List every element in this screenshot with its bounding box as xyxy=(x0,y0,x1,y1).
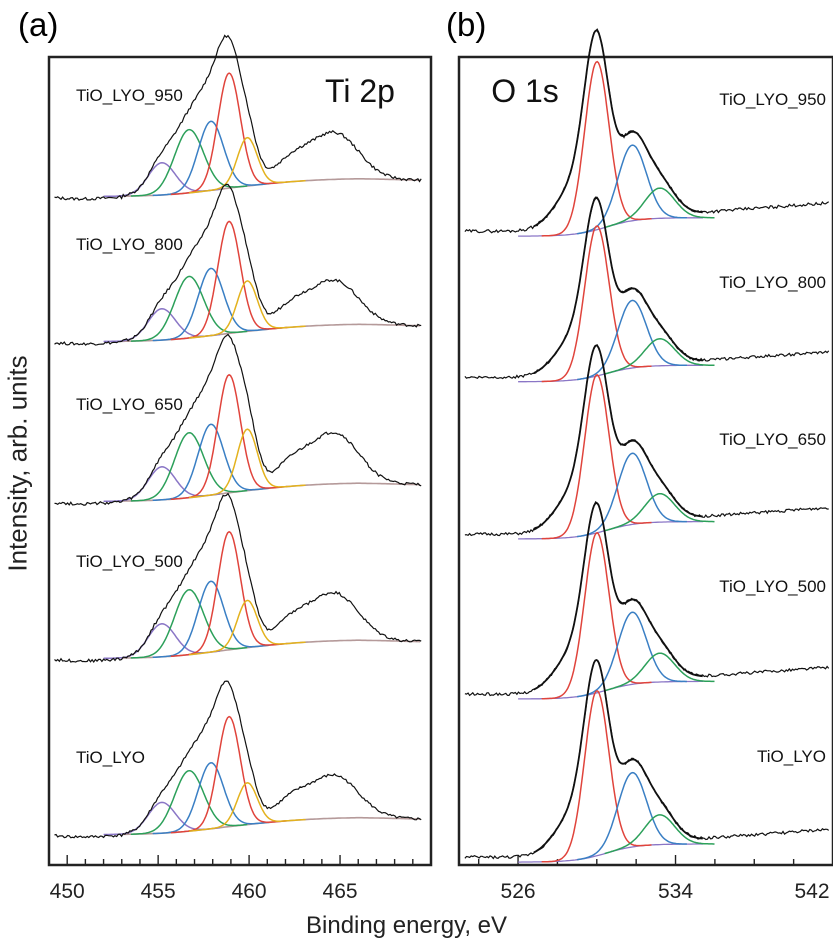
panel-a-measured-spectrum xyxy=(54,34,422,201)
panel-b-background-line xyxy=(518,520,704,540)
panel-a-peak-red xyxy=(170,530,288,658)
panel-b-region-label: O 1s xyxy=(491,73,559,109)
panel-b: O 1s 526 534 542 TiO_LYO_950 TiO_LYO_800 TiO… xyxy=(457,28,833,903)
panel-b-letter: (b) xyxy=(446,6,487,43)
panel-a-peak-red xyxy=(170,220,288,341)
panel-a-peak-green xyxy=(130,128,248,197)
panel-b-spectrum-group: TiO_LYO_950 xyxy=(464,28,830,237)
panel-a-tick-label: 450 xyxy=(50,880,85,903)
panel-a-series-label: TiO_LYO_650 xyxy=(76,395,183,414)
panel-a-series-label: TiO_LYO_500 xyxy=(76,552,183,571)
panel-a-peak-yellow xyxy=(189,280,306,339)
panel-a-peak-red xyxy=(170,715,288,834)
panel-b-measured-spectrum xyxy=(464,196,830,380)
panel-a-frame xyxy=(47,55,433,867)
panel-a-spectrum-group: TiO_LYO xyxy=(54,680,422,839)
panel-b-background-line xyxy=(518,217,704,237)
panel-b-peak-blue xyxy=(577,299,687,381)
panel-b-series-label: TiO_LYO_500 xyxy=(719,577,826,596)
panel-a-spectrum-group: TiO_LYO_650 xyxy=(54,333,422,506)
panel-b-spectrum-group: TiO_LYO_800 xyxy=(464,196,830,383)
panel-a-spectrum-group: TiO_LYO_800 xyxy=(54,183,422,346)
y-axis-label: Intensity, arb. units xyxy=(2,355,33,572)
panel-b-background-line xyxy=(518,680,704,700)
panel-b-spectrum-group: TiO_LYO_500 xyxy=(464,501,830,700)
panel-b-tick-label: 534 xyxy=(658,880,693,903)
panel-b-peak-green xyxy=(604,492,715,532)
panel-b-peak-blue xyxy=(577,611,687,698)
panel-b-spectrum-group: TiO_LYO_650 xyxy=(464,344,829,540)
panel-a-tick-label: 465 xyxy=(323,880,358,903)
panel-a-peak-green xyxy=(130,432,248,502)
panel-a-measured-spectrum xyxy=(54,680,422,839)
panel-b-tick-label: 526 xyxy=(501,880,536,903)
panel-b-peak-blue xyxy=(576,771,687,861)
panel-a-peak-yellow xyxy=(188,599,306,656)
panel-a-peak-green xyxy=(130,769,248,835)
panel-a-peak-yellow xyxy=(188,428,306,499)
panel-b-peak-red xyxy=(541,689,652,863)
panel-a-peak-green xyxy=(130,589,248,659)
panel-a-measured-spectrum xyxy=(54,492,422,664)
panel-a-spectrum-group: TiO_LYO_950 xyxy=(54,34,422,201)
panel-a-spectrum-group: TiO_LYO_500 xyxy=(54,492,422,664)
panel-a-tick-label: 455 xyxy=(141,880,176,903)
panel-a-background-line xyxy=(121,323,421,343)
panel-a-peak-yellow xyxy=(188,136,306,194)
panel-b-peak-red xyxy=(541,374,652,540)
panel-b-background-line xyxy=(518,364,704,383)
panel-b-spectrum-group: TiO_LYO xyxy=(464,658,830,863)
panel-b-peak-blue xyxy=(576,452,687,538)
panel-a-tick-label: 460 xyxy=(232,880,267,903)
panel-a-region-label: Ti 2p xyxy=(325,73,395,109)
panel-b-peak-green xyxy=(604,652,715,692)
panel-a-series-label: TiO_LYO_800 xyxy=(76,235,183,254)
panel-b-series-label: TiO_LYO xyxy=(757,747,826,766)
panel-a-peak-yellow xyxy=(188,782,306,832)
panel-b-measured-spectrum xyxy=(464,501,830,697)
panel-b-frame xyxy=(457,55,833,867)
panel-a-series-label: TiO_LYO_950 xyxy=(76,86,183,105)
panel-a-background-line xyxy=(121,482,421,502)
panel-a: Ti 2p 450 455 460 465 TiO_LYO_950 TiO_LYO_80… xyxy=(47,34,433,903)
panel-a-peak-red xyxy=(170,72,288,196)
panel-a-measured-spectrum xyxy=(54,183,422,346)
panel-a-letter: (a) xyxy=(18,6,59,43)
panel-b-series-label: TiO_LYO_650 xyxy=(719,430,826,449)
x-axis-label: Binding energy, eV xyxy=(306,912,508,939)
panel-b-measured-spectrum xyxy=(464,28,830,234)
panel-a-background-line xyxy=(121,178,421,197)
panel-b-series-label: TiO_LYO_950 xyxy=(719,90,826,109)
panel-b-measured-spectrum xyxy=(464,344,829,537)
panel-b-peak-green xyxy=(604,187,715,229)
panel-b-tick-label: 542 xyxy=(794,880,829,903)
panel-b-peak-red xyxy=(541,60,652,237)
panel-b-peak-green xyxy=(604,814,715,855)
panel-b-peak-red xyxy=(541,531,652,700)
panel-a-peak-green xyxy=(130,275,248,342)
panel-b-measured-spectrum xyxy=(464,659,830,860)
panel-a-measured-spectrum xyxy=(54,333,422,506)
panel-b-peak-red xyxy=(541,225,652,383)
panel-b-peak-green xyxy=(604,338,715,375)
panel-a-series-label: TiO_LYO xyxy=(76,748,145,767)
panel-b-series-label: TiO_LYO_800 xyxy=(719,273,826,292)
